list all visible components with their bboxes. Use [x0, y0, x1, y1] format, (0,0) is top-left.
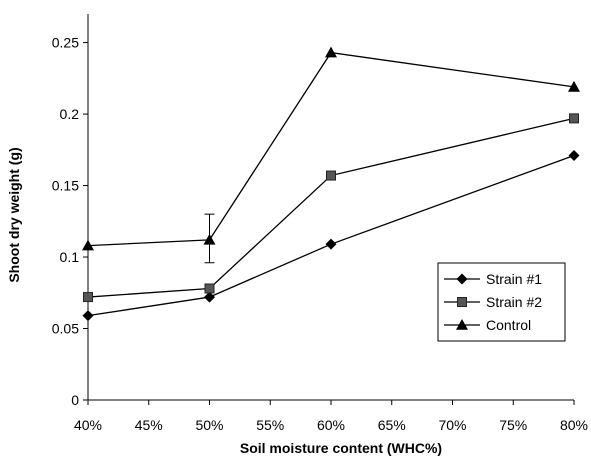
- x-tick-label: 75%: [499, 417, 527, 433]
- x-tick-label: 40%: [74, 417, 102, 433]
- legend-marker-strain-1: [456, 273, 468, 285]
- series-lines: [87, 51, 575, 317]
- y-tick-label: 0.05: [52, 321, 79, 337]
- legend-items: Strain #1 Strain #2 Control: [444, 271, 542, 333]
- data-point-strain-2: [83, 292, 93, 303]
- legend-label-control: Control: [486, 317, 531, 333]
- x-tick-label: 55%: [256, 417, 284, 433]
- x-tick-label: 65%: [378, 417, 406, 433]
- data-point-strain-1: [204, 291, 215, 303]
- legend-marker-control: [456, 319, 468, 330]
- data-point-control: [203, 233, 216, 245]
- series-line-strain-2: [87, 117, 575, 298]
- series-line-strain-1: [87, 154, 575, 317]
- legend: Strain #1 Strain #2 Control: [437, 262, 566, 342]
- axes: [87, 14, 574, 401]
- y-tick-label: 0.25: [52, 35, 79, 51]
- y-tick-label: 0.15: [52, 178, 79, 194]
- data-point-strain-2: [569, 113, 579, 124]
- data-point-strain-1: [568, 150, 580, 162]
- y-axis-title: Shoot dry weight (g): [6, 147, 22, 282]
- x-tick-label: 50%: [195, 417, 223, 433]
- data-point-control: [568, 80, 580, 92]
- y-tick-label: 0: [71, 392, 79, 408]
- series-line-control: [87, 51, 575, 247]
- data-point-control: [325, 46, 337, 58]
- data-point-strain-2: [204, 283, 215, 294]
- x-axis-title: Soil moisture content (WHC%): [240, 440, 442, 456]
- data-point-control: [82, 239, 94, 251]
- y-tick-label: 0.1: [60, 249, 80, 265]
- x-tick-label: 80%: [560, 417, 588, 433]
- x-tick-label: 70%: [438, 417, 466, 433]
- x-tick-label: 45%: [135, 417, 163, 433]
- data-point-strain-1: [325, 238, 337, 250]
- data-point-strain-1: [82, 310, 94, 322]
- legend-marker-strain-2: [457, 297, 467, 307]
- ticks: 0 0.05 0.1 0.15 0.2 0.25 40% 45% 50% 55% 60% 65% 70%…: [52, 35, 588, 433]
- legend-label-strain-2: Strain #2: [486, 294, 542, 310]
- series-markers: [82, 46, 580, 322]
- legend-label-strain-1: Strain #1: [486, 271, 542, 287]
- x-tick-label: 60%: [317, 417, 345, 433]
- data-point-strain-2: [326, 170, 336, 181]
- y-tick-label: 0.2: [60, 106, 80, 122]
